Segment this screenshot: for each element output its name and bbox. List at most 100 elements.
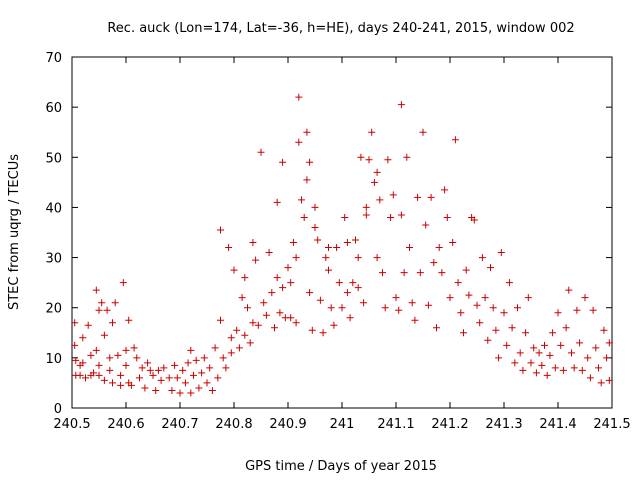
data-point — [249, 319, 257, 327]
data-point — [592, 344, 600, 352]
data-point — [397, 211, 405, 219]
data-point — [524, 294, 532, 302]
data-point — [72, 356, 80, 364]
y-tick-label: 70 — [45, 51, 62, 66]
y-tick-label: 40 — [45, 201, 62, 216]
data-point — [543, 371, 551, 379]
data-point — [568, 349, 575, 357]
data-point — [235, 344, 243, 352]
data-point — [76, 371, 84, 379]
data-point — [208, 386, 216, 394]
data-point — [595, 364, 602, 372]
data-point — [605, 376, 613, 384]
data-point — [173, 374, 181, 382]
data-point — [487, 264, 494, 272]
data-point — [130, 344, 138, 352]
data-point — [370, 178, 378, 186]
data-point — [84, 321, 92, 329]
data-point — [511, 359, 519, 367]
data-point — [416, 269, 424, 277]
data-point — [114, 351, 122, 359]
x-tick-label: 241.3 — [485, 417, 522, 432]
data-point — [119, 279, 127, 287]
data-point — [181, 379, 189, 387]
data-point — [368, 128, 376, 136]
data-point — [424, 301, 432, 309]
data-point — [538, 361, 546, 369]
data-point — [603, 354, 611, 362]
data-point — [82, 374, 89, 382]
data-point — [125, 316, 133, 324]
data-point — [530, 344, 538, 352]
data-point — [292, 254, 300, 262]
data-point — [392, 294, 400, 302]
data-point — [109, 319, 116, 327]
data-point — [333, 244, 341, 252]
x-axis-label: GPS time / Days of year 2015 — [245, 459, 437, 474]
data-point — [117, 381, 125, 389]
data-point — [311, 223, 319, 231]
data-point — [98, 299, 106, 307]
data-point — [597, 379, 605, 387]
data-point — [460, 329, 467, 337]
data-point — [362, 203, 370, 211]
data-point — [335, 279, 343, 287]
x-tick-label: 240.7 — [161, 417, 198, 432]
data-point — [522, 329, 530, 337]
data-point — [176, 389, 184, 397]
data-point — [408, 299, 416, 307]
x-tick-label: 241.2 — [431, 417, 468, 432]
data-point — [79, 334, 87, 342]
data-point — [387, 213, 395, 221]
data-point — [338, 304, 346, 312]
data-point — [241, 331, 249, 339]
data-point — [311, 203, 319, 211]
data-point — [257, 148, 265, 156]
data-point — [549, 329, 557, 337]
data-point — [273, 274, 281, 282]
data-point — [354, 254, 362, 262]
data-point — [111, 299, 119, 307]
data-point — [581, 294, 589, 302]
data-point — [492, 326, 500, 334]
data-point — [95, 361, 103, 369]
data-point — [79, 359, 87, 367]
data-point — [241, 274, 249, 282]
data-point — [427, 193, 435, 201]
data-point — [179, 366, 187, 374]
data-point — [187, 389, 195, 397]
data-point — [279, 284, 287, 292]
data-point — [343, 239, 351, 247]
data-point — [316, 296, 324, 304]
data-point — [449, 239, 457, 247]
y-tick-label: 30 — [45, 252, 62, 267]
data-point — [395, 306, 403, 314]
data-point — [541, 341, 548, 349]
data-point — [87, 351, 95, 359]
data-point — [441, 186, 449, 194]
data-point — [246, 339, 254, 347]
data-point — [106, 354, 114, 362]
data-point — [384, 156, 392, 164]
data-point — [352, 236, 359, 244]
data-point — [379, 269, 386, 277]
data-point — [476, 319, 484, 327]
data-point — [508, 324, 516, 332]
data-point — [516, 349, 524, 357]
data-point — [222, 364, 230, 372]
data-point — [271, 324, 278, 332]
data-point — [462, 266, 470, 274]
data-point — [90, 369, 98, 377]
data-point — [519, 366, 527, 374]
y-tick-label: 20 — [45, 302, 62, 317]
y-tick-label: 0 — [54, 402, 62, 417]
data-point — [586, 374, 594, 382]
data-point — [365, 156, 373, 164]
x-tick-label: 241 — [330, 417, 355, 432]
data-point — [322, 254, 330, 262]
data-point — [354, 284, 362, 292]
data-point — [95, 306, 103, 314]
data-point — [362, 211, 370, 219]
chart-title: Rec. auck (Lon=174, Lat=-36, h=HE), days… — [107, 21, 574, 36]
